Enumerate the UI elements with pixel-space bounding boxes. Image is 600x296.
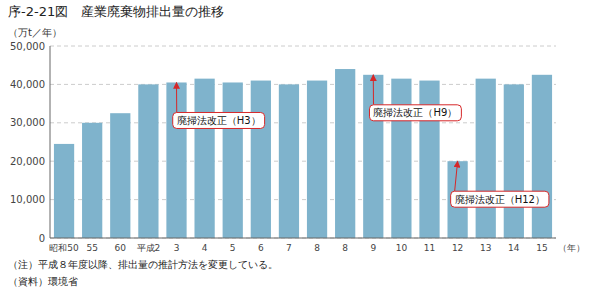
x-tick-label: 10 (396, 243, 408, 253)
y-tick-label: 20,000 (10, 156, 45, 167)
annotation-box (451, 191, 549, 207)
y-tick-label: 0 (39, 233, 45, 244)
annotation-text: 廃掃法改正（H12） (455, 194, 545, 205)
bar (110, 113, 130, 238)
x-axis (50, 238, 556, 239)
x-tick-label: 55 (86, 243, 97, 253)
bar (363, 75, 383, 238)
x-tick-label: 13 (480, 243, 491, 253)
y-axis (50, 46, 51, 238)
x-tick-label: 6 (258, 243, 264, 253)
y-tick-label: 30,000 (10, 117, 45, 128)
bar (419, 81, 439, 238)
x-tick-label: 3 (174, 243, 180, 253)
x-tick-label: 4 (202, 243, 208, 253)
bar (504, 84, 524, 238)
bar (532, 75, 552, 238)
annotation-text: 廃掃法改正（H3） (177, 115, 261, 126)
x-axis-label: （年） (558, 243, 585, 253)
x-tick-label: 11 (424, 243, 435, 253)
bars (54, 69, 552, 238)
bar (307, 81, 327, 238)
chart: 序-2-21図 産業廃棄物排出量の推移 （万t／年） 0 10,000 20,000 30… (0, 0, 600, 296)
x-tick-label: 8 (314, 243, 320, 253)
bar (251, 81, 271, 238)
annotation: 廃掃法改正（H3） (173, 82, 265, 128)
bar (335, 69, 355, 238)
y-tick-label: 40,000 (10, 79, 45, 90)
y-axis-label: （万t／年） (8, 27, 62, 38)
x-tick-label: 昭和50 (49, 243, 79, 253)
x-tick-label: 5 (230, 243, 236, 253)
bar (138, 84, 158, 238)
y-tick-label: 10,000 (10, 194, 45, 205)
annotation: 廃掃法改正（H9） (369, 75, 461, 121)
grid (50, 46, 556, 238)
x-tick-label: 60 (115, 243, 127, 253)
bar (194, 79, 214, 238)
annotation: 廃掃法改正（H12） (451, 161, 549, 207)
x-tick-label: 9 (370, 243, 376, 253)
annotations: 廃掃法改正（H3） 廃掃法改正（H9） 廃掃法改正（H12） (173, 75, 549, 207)
annotation-box (369, 105, 461, 121)
bar (54, 144, 74, 238)
annotation-arrow (176, 82, 177, 112)
bar (166, 82, 186, 238)
title: 序-2-21図 産業廃棄物排出量の推移 (8, 4, 224, 19)
x-tick-label: 12 (452, 243, 463, 253)
bar (391, 79, 411, 238)
x-tick-label: 7 (286, 243, 292, 253)
bar (279, 84, 299, 238)
annotation-arrow (455, 161, 458, 191)
bar (476, 79, 496, 238)
x-tick-label: 15 (536, 243, 547, 253)
x-tick-label: 14 (508, 243, 520, 253)
grid-line (50, 46, 556, 47)
note: （資料）環境省 (8, 276, 78, 287)
grid-line (50, 238, 556, 239)
bar (223, 82, 243, 238)
y-tick-label: 50,000 (10, 41, 45, 52)
annotation-arrow (373, 75, 374, 105)
note: （注）平成８年度以降、排出量の推計方法を変更している。 (8, 259, 278, 270)
x-tick-label: 平成2 (137, 243, 161, 253)
x-tick-label: 8 (342, 243, 348, 253)
annotation-text: 廃掃法改正（H9） (373, 107, 457, 118)
annotation-box (173, 112, 265, 128)
bar (82, 123, 102, 238)
